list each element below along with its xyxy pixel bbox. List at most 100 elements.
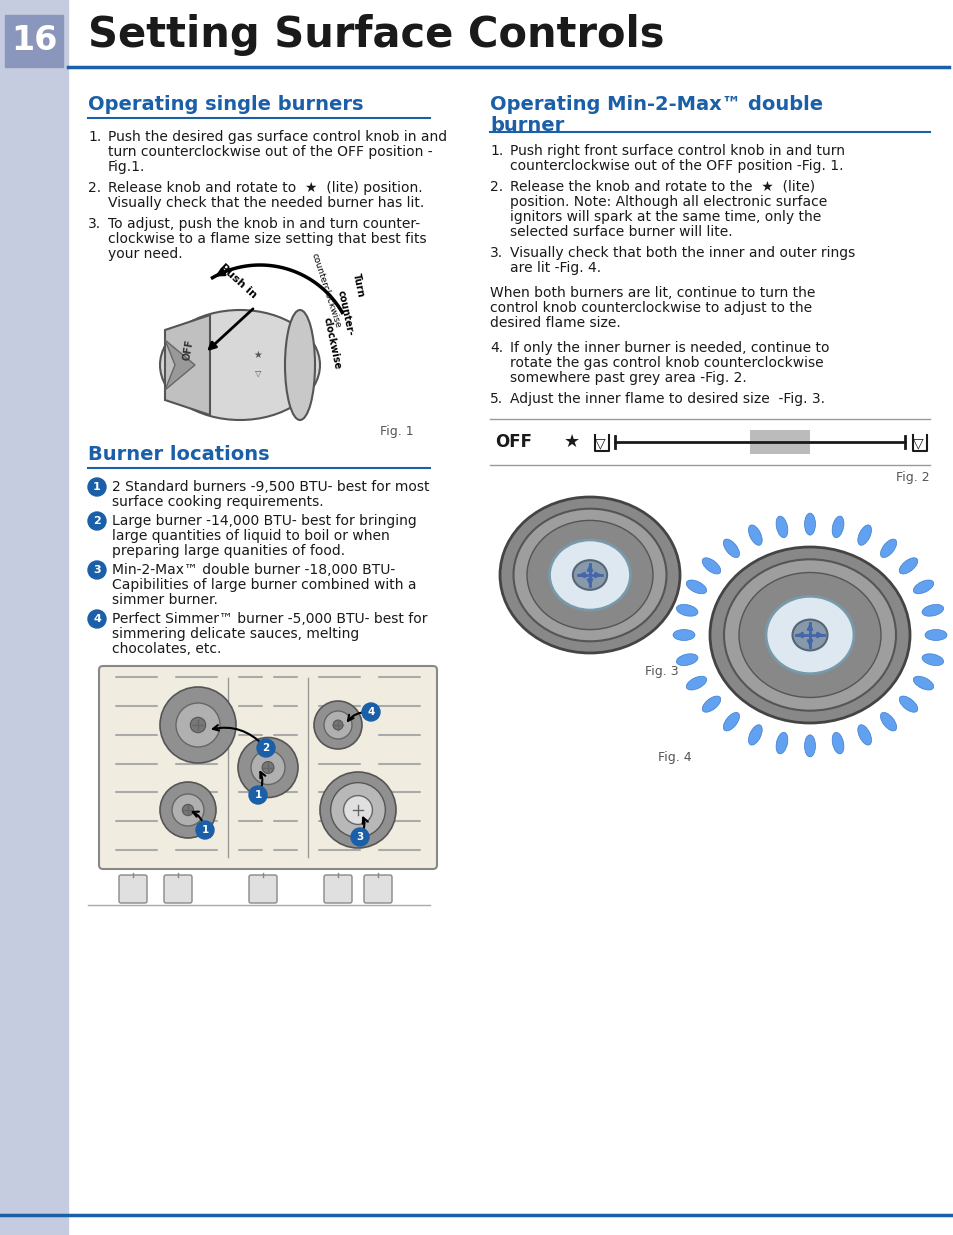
- Text: 2: 2: [262, 743, 270, 753]
- Text: Push right front surface control knob in and turn: Push right front surface control knob in…: [510, 144, 844, 158]
- Text: preparing large quanities of food.: preparing large quanities of food.: [112, 543, 345, 558]
- Text: counter-: counter-: [335, 289, 355, 337]
- Ellipse shape: [685, 580, 706, 594]
- Ellipse shape: [676, 604, 698, 616]
- Circle shape: [343, 795, 372, 825]
- Text: counterclockwise out of the OFF position -Fig. 1.: counterclockwise out of the OFF position…: [510, 159, 842, 173]
- FancyBboxPatch shape: [164, 876, 192, 903]
- Text: counterclockwise: counterclockwise: [310, 252, 342, 329]
- Text: turn counterclockwise out of the OFF position -: turn counterclockwise out of the OFF pos…: [108, 144, 432, 159]
- Polygon shape: [165, 315, 210, 415]
- Ellipse shape: [899, 697, 917, 713]
- Text: 3: 3: [93, 564, 101, 576]
- Circle shape: [88, 561, 106, 579]
- Ellipse shape: [899, 558, 917, 574]
- Ellipse shape: [857, 725, 871, 745]
- Ellipse shape: [701, 558, 720, 574]
- Text: OFF: OFF: [181, 338, 194, 362]
- Text: 5.: 5.: [490, 391, 502, 406]
- Text: 16: 16: [10, 25, 57, 58]
- Text: Release knob and rotate to  ★  (lite) position.: Release knob and rotate to ★ (lite) posi…: [108, 182, 422, 195]
- Circle shape: [88, 513, 106, 530]
- Circle shape: [160, 782, 215, 839]
- Ellipse shape: [880, 538, 896, 557]
- Text: large quantities of liquid to boil or when: large quantities of liquid to boil or wh…: [112, 529, 390, 543]
- Ellipse shape: [775, 516, 787, 537]
- Circle shape: [256, 739, 274, 757]
- Ellipse shape: [549, 540, 630, 610]
- Ellipse shape: [803, 513, 815, 535]
- Text: Turn: Turn: [350, 272, 365, 298]
- Text: If only the inner burner is needed, continue to: If only the inner burner is needed, cont…: [510, 341, 828, 354]
- Text: Operating single burners: Operating single burners: [88, 95, 363, 114]
- Ellipse shape: [831, 732, 843, 753]
- Text: Setting Surface Controls: Setting Surface Controls: [88, 14, 664, 56]
- Text: 4.: 4.: [490, 341, 502, 354]
- Circle shape: [237, 737, 297, 798]
- Circle shape: [175, 703, 220, 747]
- Text: ★: ★: [253, 350, 262, 359]
- Text: 1.: 1.: [88, 130, 101, 144]
- Circle shape: [88, 610, 106, 629]
- Circle shape: [160, 687, 235, 763]
- Text: To adjust, push the knob in and turn counter-: To adjust, push the knob in and turn cou…: [108, 217, 419, 231]
- Ellipse shape: [722, 713, 739, 731]
- FancyBboxPatch shape: [364, 876, 392, 903]
- Text: 2 Standard burners -9,500 BTU- best for most: 2 Standard burners -9,500 BTU- best for …: [112, 480, 429, 494]
- Text: ▽: ▽: [912, 436, 923, 450]
- Text: Fig. 4: Fig. 4: [658, 751, 691, 764]
- Ellipse shape: [499, 496, 679, 653]
- Text: When both burners are lit, continue to turn the: When both burners are lit, continue to t…: [490, 287, 815, 300]
- Ellipse shape: [526, 520, 652, 630]
- Text: chocolates, etc.: chocolates, etc.: [112, 642, 221, 656]
- Text: simmer burner.: simmer burner.: [112, 593, 217, 606]
- Ellipse shape: [831, 516, 843, 537]
- Ellipse shape: [792, 620, 826, 651]
- Text: 1: 1: [201, 825, 209, 835]
- Text: selected surface burner will lite.: selected surface burner will lite.: [510, 225, 732, 240]
- Circle shape: [333, 720, 342, 730]
- Text: 2.: 2.: [490, 180, 502, 194]
- Text: Fig. 3: Fig. 3: [644, 664, 678, 678]
- Circle shape: [361, 703, 379, 721]
- Circle shape: [351, 827, 369, 846]
- Circle shape: [319, 772, 395, 848]
- Text: 2: 2: [93, 516, 101, 526]
- Text: burner: burner: [490, 116, 563, 135]
- Polygon shape: [165, 340, 194, 390]
- Ellipse shape: [722, 538, 739, 557]
- FancyBboxPatch shape: [249, 876, 276, 903]
- Text: somewhere past grey area -Fig. 2.: somewhere past grey area -Fig. 2.: [510, 370, 746, 385]
- Text: control knob counterclockwise to adjust to the: control knob counterclockwise to adjust …: [490, 301, 811, 315]
- Ellipse shape: [803, 735, 815, 757]
- Ellipse shape: [739, 573, 880, 698]
- Text: your need.: your need.: [108, 247, 182, 261]
- Bar: [0, 0, 68, 1235]
- Text: Large burner -14,000 BTU- best for bringing: Large burner -14,000 BTU- best for bring…: [112, 514, 416, 529]
- Ellipse shape: [672, 630, 695, 641]
- Text: Perfect Simmer™ burner -5,000 BTU- best for: Perfect Simmer™ burner -5,000 BTU- best …: [112, 613, 427, 626]
- Bar: [749, 430, 809, 454]
- Ellipse shape: [748, 725, 761, 745]
- Ellipse shape: [160, 310, 319, 420]
- Text: Capibilities of large burner combined with a: Capibilities of large burner combined wi…: [112, 578, 416, 592]
- Circle shape: [324, 711, 352, 739]
- Text: 1.: 1.: [490, 144, 503, 158]
- FancyBboxPatch shape: [324, 876, 352, 903]
- Circle shape: [251, 751, 285, 784]
- Text: ▽: ▽: [594, 436, 604, 450]
- Text: Visually check that the needed burner has lit.: Visually check that the needed burner ha…: [108, 196, 424, 210]
- Bar: [5, 15, 63, 67]
- Ellipse shape: [912, 580, 933, 594]
- Ellipse shape: [285, 310, 314, 420]
- Text: 3.: 3.: [88, 217, 101, 231]
- Text: 4: 4: [367, 706, 375, 718]
- Text: 3.: 3.: [490, 246, 502, 261]
- Text: desired flame size.: desired flame size.: [490, 316, 620, 330]
- Ellipse shape: [701, 697, 720, 713]
- Circle shape: [262, 762, 274, 773]
- Text: 1: 1: [93, 482, 101, 492]
- Circle shape: [190, 718, 206, 732]
- Circle shape: [172, 794, 204, 826]
- Text: Adjust the inner flame to desired size  -Fig. 3.: Adjust the inner flame to desired size -…: [510, 391, 824, 406]
